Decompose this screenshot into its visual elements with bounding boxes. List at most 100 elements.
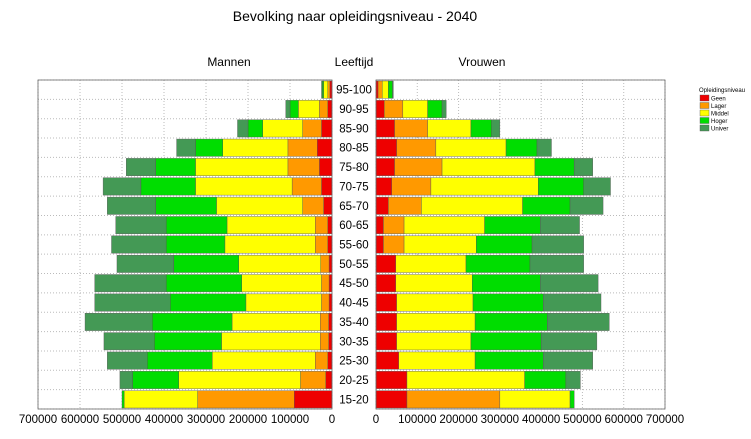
women-bar-35-40-univer <box>547 313 610 331</box>
women-x-tick-label: 300000 <box>481 414 519 426</box>
men-bar-15-20-geen <box>294 390 333 409</box>
women-bar-60-65-hoger <box>484 216 541 235</box>
men-bar-25-30-geen <box>327 351 333 370</box>
women-bar-20-25-univer <box>565 371 581 389</box>
men-bar-95-100-univer <box>321 80 323 99</box>
women-bar-30-35-geen <box>375 332 397 351</box>
women-bar-90-95-univer <box>441 100 447 118</box>
women-bar-45-50-hoger <box>471 274 541 293</box>
men-bar-45-50-lager <box>321 274 330 293</box>
women-bar-95-100-univer <box>392 80 394 99</box>
women-bar-55-60-lager <box>383 235 405 254</box>
women-bar-65-70-hoger <box>522 196 571 215</box>
men-bar-60-65-hoger <box>165 216 228 235</box>
age-label: 20-25 <box>339 375 368 387</box>
women-bar-45-50-middel <box>395 274 473 293</box>
x-ticks: 700000 600000 500000 400000 300000 200000 1000… <box>19 414 684 426</box>
women-bar-70-75-lager <box>391 177 432 196</box>
women-bar-90-95-lager <box>384 100 404 118</box>
age-label: 60-65 <box>339 220 368 232</box>
men-bar-95-100-lager <box>327 80 331 99</box>
men-bar-55-60-univer <box>111 235 167 254</box>
men-bar-45-50-geen <box>328 274 333 293</box>
women-bar-80-85-middel <box>435 138 507 157</box>
women-plot-border <box>375 79 666 410</box>
men-bar-65-70-lager <box>302 196 324 215</box>
men-bar-35-40-geen <box>328 313 333 331</box>
women-bar-25-30-geen <box>375 351 399 370</box>
men-bar-90-95-lager <box>319 100 328 118</box>
men-bar-85-90-univer <box>237 119 249 138</box>
women-bar-85-90-hoger <box>470 119 492 138</box>
men-bar-55-60-lager <box>315 235 329 254</box>
women-bar-15-20-hoger <box>569 390 575 409</box>
women-bar-90-95-middel <box>402 100 428 118</box>
men-bar-60-65-lager <box>315 216 329 235</box>
women-bar-80-85-univer <box>536 138 552 157</box>
women-bar-55-60-univer <box>531 235 584 254</box>
age-label: 40-45 <box>339 298 368 310</box>
women-bar-70-75-middel <box>430 177 539 196</box>
legend-label-lager: Lager <box>711 104 726 110</box>
men-bar-20-25-lager <box>300 371 326 389</box>
men-bar-40-45-univer <box>94 293 171 312</box>
left-panel <box>37 79 333 410</box>
legend-swatch-geen <box>699 94 710 102</box>
women-bar-40-45-hoger <box>472 293 544 312</box>
women-bar-85-90-middel <box>427 119 472 138</box>
age-labels: 15-20 20-25 25-30 30-35 35-40 40-45 45-50 50-55… <box>336 85 372 407</box>
men-bar-90-95-middel <box>298 100 320 118</box>
legend-label-middel: Middel <box>711 112 729 118</box>
age-label: 25-30 <box>339 356 368 368</box>
men-bar-70-75-geen <box>321 177 333 196</box>
men-bar-40-45-geen <box>328 293 333 312</box>
women-bar-25-30-hoger <box>474 351 544 370</box>
age-label: 70-75 <box>339 181 368 193</box>
men-bar-85-90-hoger <box>247 119 263 138</box>
men-bar-50-55-univer <box>116 254 174 273</box>
right-panel <box>375 79 666 410</box>
women-bar-45-50-geen <box>375 274 397 293</box>
women-bar-30-35-middel <box>396 332 472 351</box>
women-bar-50-55-hoger <box>465 254 531 273</box>
men-bar-45-50-hoger <box>165 274 242 293</box>
age-label: 45-50 <box>339 278 368 290</box>
men-bar-35-40-univer <box>84 313 153 331</box>
women-bar-65-70-middel <box>421 196 523 215</box>
age-label: 55-60 <box>339 240 368 252</box>
women-bar-15-20-lager <box>406 390 501 409</box>
men-bar-35-40-lager <box>320 313 329 331</box>
legend-label-univer: Univer <box>711 127 728 133</box>
legend-swatch-lager <box>699 102 710 109</box>
age-label: 80-85 <box>339 143 368 155</box>
men-bar-50-55-hoger <box>173 254 239 273</box>
women-bar-35-40-geen <box>375 313 397 331</box>
women-bar-75-80-lager <box>394 158 443 176</box>
women-bar-70-75-univer <box>583 177 611 196</box>
age-label: 95-100 <box>336 85 372 97</box>
men-bar-50-55-lager <box>320 254 330 273</box>
men-bar-25-30-lager <box>315 351 329 370</box>
men-bar-75-80-geen <box>319 158 333 176</box>
women-bar-85-90-lager <box>394 119 428 138</box>
women-bar-55-60-hoger <box>476 235 533 254</box>
men-bar-85-90-middel <box>262 119 303 138</box>
women-bar-65-70-univer <box>569 196 604 215</box>
men-bar-95-100-middel <box>323 80 329 99</box>
legend-label-hoger: Hoger <box>711 119 727 125</box>
women-bar-95-100-lager <box>377 80 383 99</box>
men-bar-80-85-lager <box>287 138 318 157</box>
men-x-tick-label: 200000 <box>229 414 267 426</box>
men-bar-80-85-middel <box>222 138 289 157</box>
men-bar-60-65-geen <box>327 216 333 235</box>
women-bar-40-45-middel <box>396 293 474 312</box>
men-bar-15-20-hoger <box>121 390 125 409</box>
women-bar-75-80-hoger <box>534 158 575 176</box>
men-bar-65-70-geen <box>323 196 333 215</box>
age-label: 75-80 <box>339 162 368 174</box>
men-bar-55-60-hoger <box>165 235 226 254</box>
women-x-tick-label: 100000 <box>398 414 436 426</box>
women-bar-55-60-middel <box>403 235 477 254</box>
men-bar-30-35-hoger <box>154 332 222 351</box>
men-bar-20-25-univer <box>119 371 133 389</box>
